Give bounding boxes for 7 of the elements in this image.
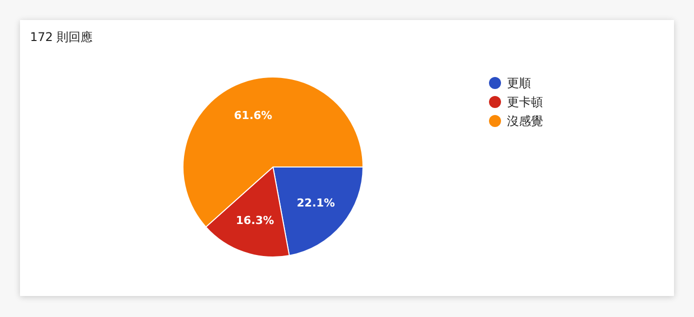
data-label: 16.3%	[236, 214, 274, 227]
legend-label: 沒感覺	[507, 114, 543, 128]
text: 172 則回應	[30, 30, 93, 44]
data-label: 61.6%	[234, 108, 272, 122]
data-label: 22.1%	[296, 196, 335, 210]
legend-label: 更順	[507, 76, 531, 90]
legend-label: 更卡頓	[507, 95, 543, 109]
